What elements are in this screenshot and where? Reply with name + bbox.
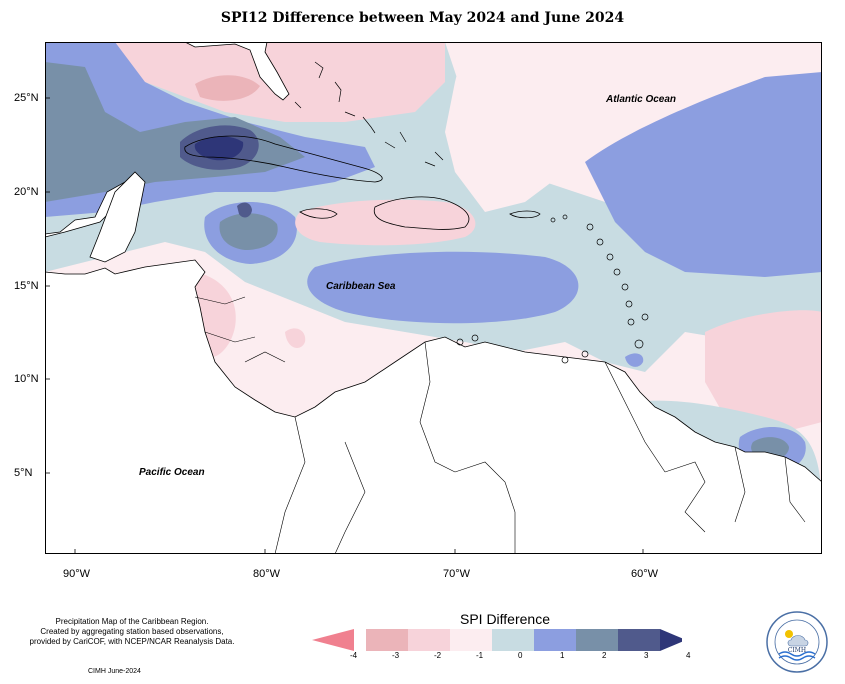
legend-tick-label: 3 xyxy=(644,651,649,660)
credit-line-3: provided by CariCOF, with NCEP/NCAR Rean… xyxy=(29,637,235,646)
field-pink-florida-core xyxy=(195,75,260,101)
legend-title: SPI Difference xyxy=(459,611,550,627)
legend-tick-label: 4 xyxy=(686,651,691,660)
map-canvas xyxy=(45,42,822,554)
logo-name: CIMH xyxy=(788,647,806,654)
legend-tick-label: -3 xyxy=(392,651,400,660)
land-bahamas xyxy=(294,61,444,167)
land-hispaniola xyxy=(373,196,470,230)
cloud-icon xyxy=(787,635,809,647)
field-dark-cayman xyxy=(237,202,252,218)
legend-tick-label: -1 xyxy=(476,651,484,660)
legend-swatch xyxy=(312,629,354,651)
land-cuba xyxy=(184,135,383,183)
lon-label-90w: 90°W xyxy=(63,568,91,580)
credit-text: Precipitation Map of the Caribbean Regio… xyxy=(12,617,252,647)
wave-icon xyxy=(778,651,816,657)
legend-swatch xyxy=(576,629,618,651)
lon-label-60w: 60°W xyxy=(631,568,659,580)
legend-tick-label: -2 xyxy=(434,651,442,660)
credit-line-2: Created by aggregating station based obs… xyxy=(40,627,224,636)
land-jamaica xyxy=(299,208,338,219)
legend-swatch xyxy=(450,629,492,651)
field-pink-small xyxy=(285,328,306,348)
land-north-america xyxy=(45,42,290,101)
field-pink-hispaniola xyxy=(295,199,476,246)
label-pacific-ocean: Pacific Ocean xyxy=(139,467,205,478)
label-atlantic-ocean: Atlantic Ocean xyxy=(606,94,677,105)
map-title: SPI12 Difference between May 2024 and Ju… xyxy=(220,10,625,26)
legend-swatch xyxy=(534,629,576,651)
field-blue-caribbean xyxy=(307,251,579,324)
credit-line-1: Precipitation Map of the Caribbean Regio… xyxy=(55,617,209,626)
lat-label-15n: 15°N xyxy=(14,280,39,292)
legend-swatch xyxy=(408,629,450,651)
lat-label-25n: 25°N xyxy=(14,92,39,104)
lat-label-10n: 10°N xyxy=(14,373,39,385)
lat-label-20n: 20°N xyxy=(14,186,39,198)
field-blue-antilles xyxy=(625,353,644,367)
field-blue-atlantic xyxy=(585,72,822,277)
sun-icon xyxy=(785,630,793,638)
country-borders xyxy=(194,296,806,554)
color-legend xyxy=(310,628,686,657)
legend-tick-label: -4 xyxy=(350,651,358,660)
lon-label-70w: 70°W xyxy=(443,568,471,580)
legend-tick-label: 1 xyxy=(560,651,565,660)
label-caribbean-sea: Caribbean Sea xyxy=(326,281,396,292)
legend-colorbar xyxy=(312,629,686,651)
legend-swatch xyxy=(492,629,534,651)
legend-swatch xyxy=(618,629,660,651)
legend-tick-label: 0 xyxy=(518,651,523,660)
legend-swatch xyxy=(366,629,408,651)
field-pink-atlantic xyxy=(445,42,685,212)
land-lesser-antilles xyxy=(456,214,649,364)
cimh-logo: CIMH xyxy=(765,610,829,674)
land-puerto-rico xyxy=(509,210,541,219)
spi-difference-map[interactable] xyxy=(45,42,822,554)
legend-tick-label: 2 xyxy=(602,651,607,660)
field-steel-cayman xyxy=(219,213,278,250)
field-darkest-cuba xyxy=(194,136,244,161)
lon-label-80w: 80°W xyxy=(253,568,281,580)
legend-swatch xyxy=(660,629,686,651)
field-pink-southeast xyxy=(705,310,822,437)
credit-date: CIMH June-2024 xyxy=(88,668,141,675)
land-yucatan xyxy=(89,171,146,263)
lat-label-5n: 5°N xyxy=(14,467,33,479)
